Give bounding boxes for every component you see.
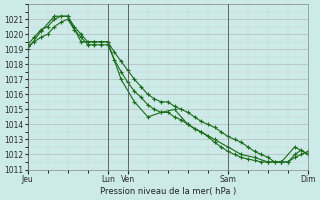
X-axis label: Pression niveau de la mer( hPa ): Pression niveau de la mer( hPa )	[100, 187, 236, 196]
